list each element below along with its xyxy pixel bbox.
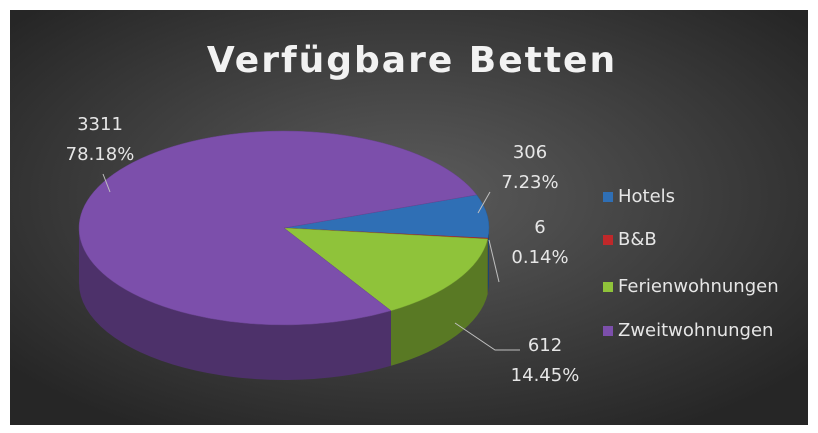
legend-label: Zweitwohnungen bbox=[618, 320, 773, 341]
data-label-value: 612 bbox=[528, 335, 562, 356]
legend-label: Hotels bbox=[618, 186, 675, 207]
slice-side bbox=[487, 228, 489, 294]
legend-marker bbox=[603, 282, 613, 292]
data-label-percent: 14.45% bbox=[511, 365, 580, 386]
leader-line bbox=[102, 173, 111, 193]
slice-side bbox=[390, 239, 488, 366]
data-label-value: 6 bbox=[534, 217, 545, 238]
legend-marker bbox=[603, 326, 613, 336]
slice-side bbox=[79, 228, 391, 380]
legend-marker bbox=[603, 235, 613, 245]
leader-line bbox=[488, 239, 500, 283]
leader-line bbox=[477, 191, 491, 214]
data-label-value: 3311 bbox=[77, 114, 123, 135]
data-label-percent: 0.14% bbox=[511, 247, 568, 268]
data-label-value: 306 bbox=[513, 142, 547, 163]
legend-label: B&B bbox=[618, 229, 657, 250]
slice bbox=[78, 130, 478, 326]
pie bbox=[78, 130, 490, 380]
data-label-percent: 7.23% bbox=[501, 172, 558, 193]
legend: Hotels B&B Ferienwohnungen Zweitwohnungen bbox=[603, 186, 779, 341]
slice bbox=[283, 227, 488, 312]
data-labels: 306 7.23% 6 0.14% 612 14.45% 3311 78.18% bbox=[66, 114, 580, 386]
leader-line bbox=[454, 322, 520, 351]
data-label-percent: 78.18% bbox=[66, 144, 135, 165]
chart-title: Verfügbare Betten bbox=[207, 40, 617, 81]
legend-label: Ferienwohnungen bbox=[618, 276, 779, 297]
legend-marker bbox=[603, 192, 613, 202]
